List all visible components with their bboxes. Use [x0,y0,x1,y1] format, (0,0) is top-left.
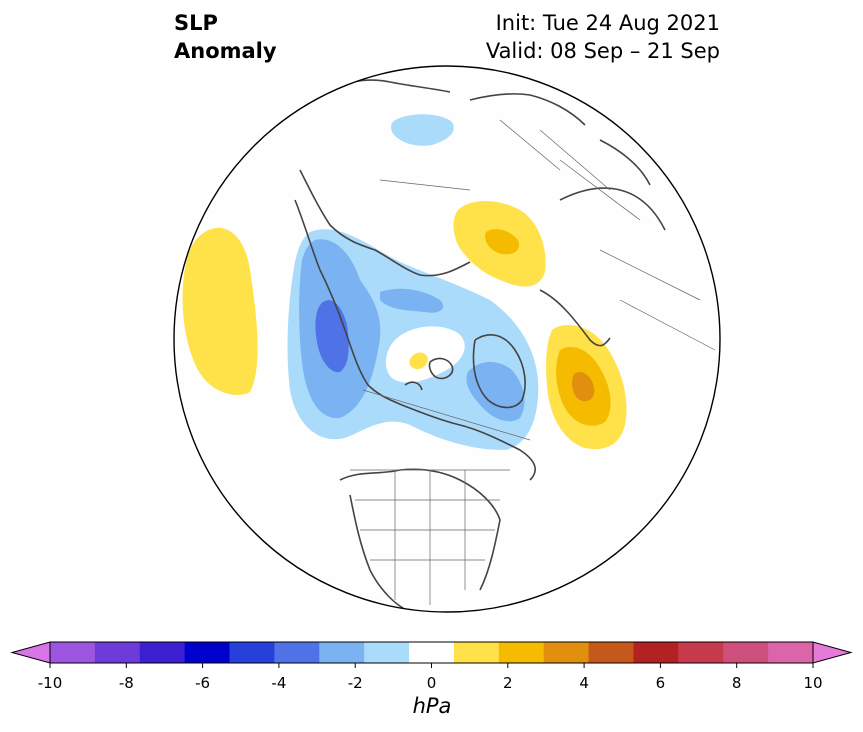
western-russia-positive-core [485,229,520,255]
colorbar-tick-label: 4 [579,674,589,692]
colorbar-segment [678,642,724,663]
colorbar-tick-label: 0 [426,674,437,692]
colorbar-tick-label: -10 [37,674,63,692]
colorbar-segment [723,642,769,663]
colorbar-segment [588,642,634,663]
colorbar-segment [229,642,275,663]
colorbar-segment [543,642,590,663]
colorbar-segment [94,642,141,663]
colorbar-tick-label: -4 [271,674,287,692]
colorbar-tick-label: 2 [503,674,513,692]
colorbar [10,641,853,668]
greenland-negative [466,362,525,422]
colorbar-segment [768,642,814,663]
colorbar-segment [364,642,410,663]
colorbar-segment [498,642,545,663]
colorbar-segment [274,642,320,663]
colorbar-segment [633,642,679,663]
colorbar-unit-label: hPa [412,694,452,718]
globe-outline [173,65,721,613]
colorbar-tick-label: 8 [731,674,742,692]
colorbar-segment [453,642,500,663]
coastlines [294,79,666,612]
colorbar-segment [139,642,186,663]
colorbar-tick-label: -6 [195,674,211,692]
canada-arctic-negative [380,288,444,313]
colorbar-segment [50,642,96,663]
map-subtitle: Init: Tue 24 Aug 2021 Valid: 08 Sep – 21… [486,9,720,65]
colorbar-segment [409,642,455,663]
polar-map [173,65,721,613]
north-atlantic-positive-core [572,371,595,402]
colorbar-tick-label: 10 [803,674,823,692]
map-title: SLP Anomaly [174,9,277,65]
colorbar-over-arrow [812,641,853,664]
borders [350,119,716,605]
title-line-1: SLP [174,11,218,35]
colorbar-tick-label: -2 [347,674,363,692]
colorbar-segment [184,642,231,663]
colorbar-tick-label: 6 [655,674,666,692]
north-pacific-positive [182,227,258,396]
colorbar-under-arrow [10,641,51,664]
valid-range: Valid: 08 Sep – 21 Sep [485,39,720,63]
colorbar-tick-label: -8 [118,674,134,692]
siberia-negative [391,114,454,146]
init-date: Init: Tue 24 Aug 2021 [495,11,720,35]
polar-small-positive [409,352,428,370]
colorbar-segment [319,642,365,663]
title-line-2: Anomaly [174,39,277,63]
